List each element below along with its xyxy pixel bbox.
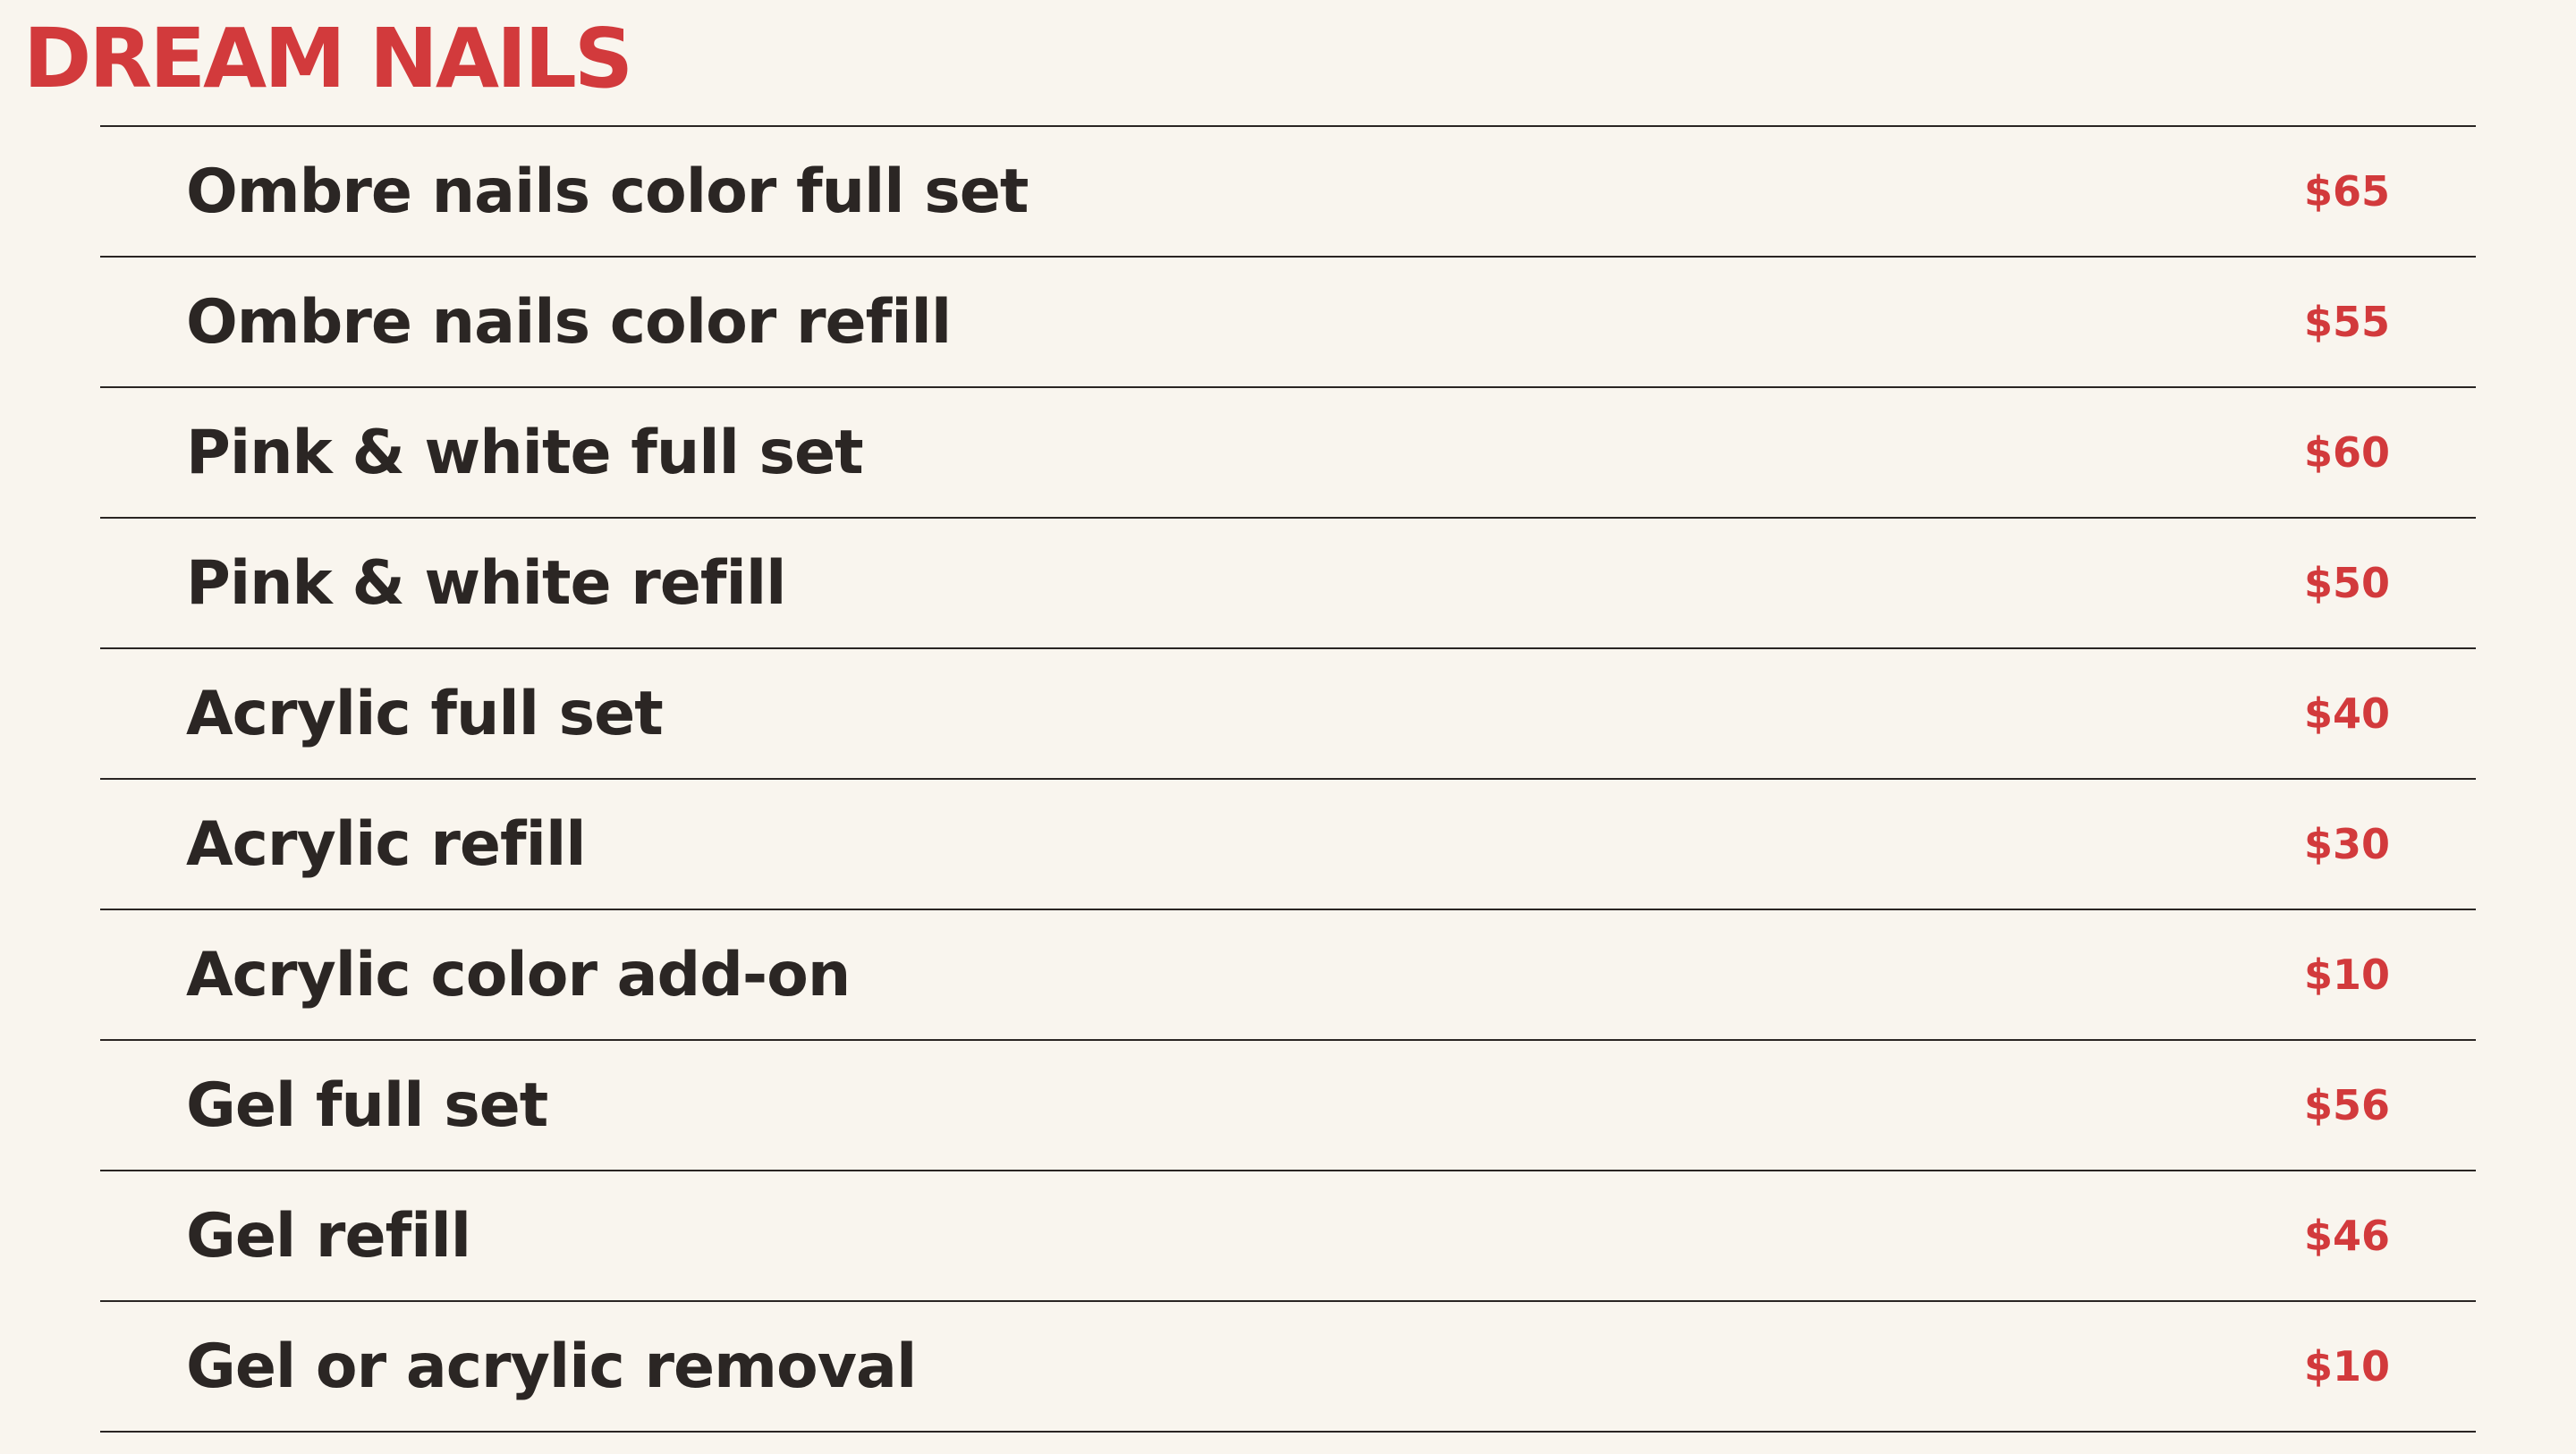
service-name: Pink & white full set xyxy=(186,417,864,488)
service-name: Gel refill xyxy=(186,1200,471,1272)
service-name: Ombre nails color refill xyxy=(186,286,952,358)
service-price: $50 xyxy=(2303,559,2390,607)
service-row: Pink & white full set $60 xyxy=(100,388,2476,519)
service-price: $10 xyxy=(2303,1342,2390,1391)
service-price: $40 xyxy=(2303,689,2390,738)
service-row: Pink & white refill $50 xyxy=(100,519,2476,649)
service-row: Gel full set $56 xyxy=(100,1041,2476,1171)
service-row: Acrylic full set $40 xyxy=(100,649,2476,780)
service-name: Gel or acrylic removal xyxy=(186,1331,917,1402)
service-price: $56 xyxy=(2303,1081,2390,1129)
service-price: $65 xyxy=(2303,167,2390,216)
service-name: Gel full set xyxy=(186,1069,548,1141)
service-row: Ombre nails color full set $65 xyxy=(100,127,2476,258)
service-row: Ombre nails color refill $55 xyxy=(100,258,2476,388)
service-name: Ombre nails color full set xyxy=(186,156,1029,227)
service-row: Gel refill $46 xyxy=(100,1171,2476,1302)
service-name: Acrylic color add-on xyxy=(186,939,851,1010)
service-row: Gel or acrylic removal $10 xyxy=(100,1302,2476,1433)
service-price: $60 xyxy=(2303,428,2390,477)
service-price: $46 xyxy=(2303,1212,2390,1260)
service-row: Acrylic color add-on $10 xyxy=(100,910,2476,1041)
service-name: Acrylic full set xyxy=(186,678,664,749)
service-name: Pink & white refill xyxy=(186,547,786,619)
service-price-list: Ombre nails color full set $65 Ombre nai… xyxy=(100,125,2476,1433)
service-price: $55 xyxy=(2303,298,2390,346)
brand-title: DREAM NAILS xyxy=(23,11,633,106)
service-row: Acrylic refill $30 xyxy=(100,780,2476,910)
service-name: Acrylic refill xyxy=(186,808,587,880)
service-price: $10 xyxy=(2303,951,2390,999)
service-price: $30 xyxy=(2303,820,2390,868)
